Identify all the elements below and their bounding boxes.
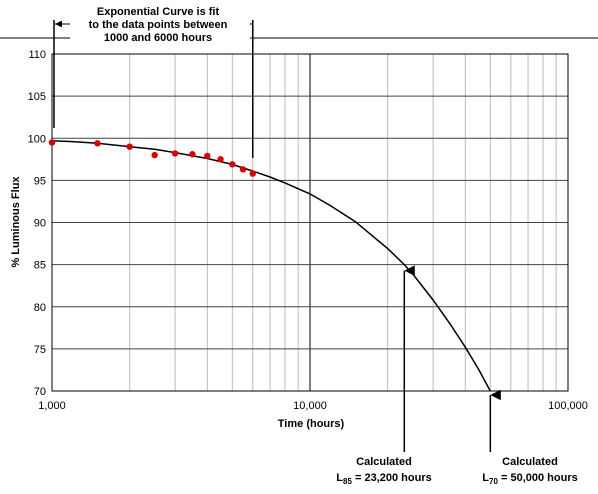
l70-label-line1: Calculated (502, 456, 558, 468)
y-tick-label: 90 (34, 218, 46, 230)
plot-frame (51, 53, 569, 392)
data-points (48, 139, 256, 177)
fit-note-line2: to the data points between (89, 19, 228, 31)
x-tick-labels: 1,000 10,000 100,000 (38, 400, 588, 412)
x-tick-label: 10,000 (293, 400, 327, 412)
y-tick-label: 85 (34, 260, 46, 272)
fit-curve (51, 140, 491, 392)
data-point (204, 152, 211, 160)
y-tick-label: 110 (28, 49, 46, 61)
data-point (94, 140, 101, 147)
fit-note-background (70, 2, 250, 46)
data-point (249, 170, 256, 177)
data-point (229, 161, 236, 168)
l70-annotation: Calculated L70 = 50,000 hours (482, 389, 578, 486)
x-tick-label: 1,000 (38, 400, 66, 412)
l85-annotation: Calculated L85 = 23,200 hours (336, 265, 432, 486)
l85-label-line2: L85 = 23,200 hours (336, 472, 431, 486)
fit-range-annotation: Exponential Curve is fit to the data poi… (53, 2, 254, 158)
y-tick-label: 70 (34, 386, 46, 398)
l70-label-line2: L70 = 50,000 hours (482, 472, 577, 486)
data-point (48, 139, 56, 146)
data-point (126, 143, 133, 150)
y-tick-labels: 70 75 80 85 90 95 100 105 110 (28, 49, 46, 398)
fit-note-line3: 1000 and 6000 hours (104, 32, 212, 44)
y-tick-label: 100 (28, 133, 46, 145)
x-tick-label: 100,000 (548, 400, 588, 412)
y-tick-label: 80 (34, 302, 46, 314)
data-point (239, 166, 247, 173)
data-point (217, 156, 224, 163)
l85-label-line1: Calculated (356, 456, 412, 468)
x-axis-title: Time (hours) (278, 418, 345, 430)
y-axis-title: % Luminous Flux (10, 176, 22, 268)
fit-note-line1: Exponential Curve is fit (97, 6, 220, 18)
data-point (151, 151, 158, 159)
grid (51, 53, 568, 392)
data-point (189, 151, 196, 158)
y-tick-label: 105 (28, 91, 46, 103)
y-tick-label: 75 (34, 344, 46, 356)
y-tick-label: 95 (34, 175, 46, 187)
data-point (171, 150, 179, 157)
